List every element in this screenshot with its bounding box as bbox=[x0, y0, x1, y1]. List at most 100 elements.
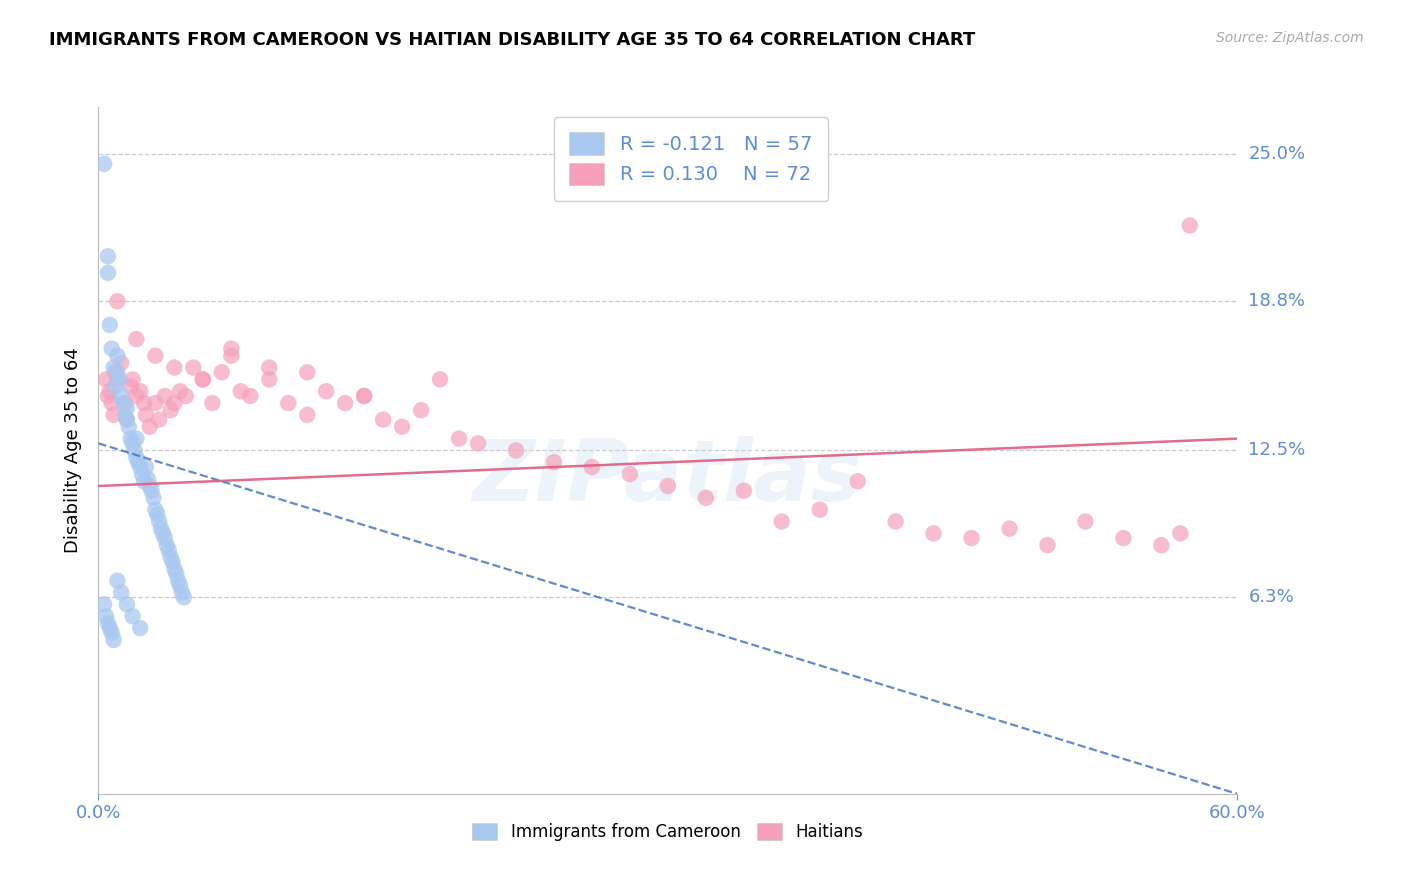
Point bbox=[657, 479, 679, 493]
Point bbox=[183, 360, 205, 375]
Point bbox=[138, 419, 160, 434]
Point bbox=[145, 396, 167, 410]
Point bbox=[211, 365, 233, 379]
Point bbox=[141, 483, 163, 498]
Text: 18.8%: 18.8% bbox=[1249, 293, 1305, 310]
Y-axis label: Disability Age 35 to 64: Disability Age 35 to 64 bbox=[63, 348, 82, 553]
Point bbox=[93, 157, 115, 171]
Point bbox=[259, 360, 281, 375]
Point bbox=[112, 396, 135, 410]
Point bbox=[221, 349, 243, 363]
Point bbox=[167, 574, 190, 588]
Point bbox=[100, 396, 122, 410]
Point bbox=[163, 396, 186, 410]
Point bbox=[922, 526, 945, 541]
Point bbox=[114, 408, 136, 422]
Point bbox=[132, 396, 155, 410]
Point bbox=[138, 479, 160, 493]
Point bbox=[163, 562, 186, 576]
Point bbox=[110, 356, 132, 370]
Point bbox=[131, 467, 153, 482]
Point bbox=[97, 389, 120, 403]
Point bbox=[165, 566, 187, 581]
Point bbox=[1150, 538, 1173, 552]
Point bbox=[170, 585, 193, 599]
Point bbox=[129, 621, 152, 635]
Point bbox=[148, 412, 170, 426]
Point bbox=[107, 294, 129, 309]
Point bbox=[135, 408, 157, 422]
Point bbox=[121, 436, 143, 450]
Point bbox=[136, 472, 159, 486]
Point bbox=[115, 412, 138, 426]
Point bbox=[162, 555, 184, 569]
Point bbox=[118, 419, 141, 434]
Point bbox=[135, 460, 157, 475]
Point bbox=[124, 443, 146, 458]
Point bbox=[114, 396, 136, 410]
Point bbox=[145, 502, 167, 516]
Point bbox=[104, 365, 127, 379]
Point bbox=[733, 483, 755, 498]
Point bbox=[335, 396, 357, 410]
Point bbox=[581, 460, 603, 475]
Point bbox=[411, 403, 433, 417]
Point bbox=[120, 432, 142, 446]
Point bbox=[505, 443, 527, 458]
Point bbox=[103, 360, 125, 375]
Point bbox=[998, 522, 1021, 536]
Point bbox=[315, 384, 337, 399]
Point bbox=[163, 360, 186, 375]
Point bbox=[127, 455, 149, 469]
Point bbox=[97, 616, 120, 631]
Point bbox=[191, 372, 214, 386]
Point bbox=[98, 318, 121, 332]
Point bbox=[169, 384, 191, 399]
Point bbox=[229, 384, 252, 399]
Point bbox=[150, 522, 173, 536]
Point bbox=[808, 502, 831, 516]
Text: ZIPatlas: ZIPatlas bbox=[472, 436, 863, 519]
Point bbox=[98, 384, 121, 399]
Point bbox=[120, 379, 142, 393]
Point bbox=[125, 332, 148, 346]
Point bbox=[100, 342, 122, 356]
Point bbox=[884, 515, 907, 529]
Point bbox=[846, 475, 869, 489]
Point bbox=[121, 609, 143, 624]
Point bbox=[391, 419, 413, 434]
Point bbox=[371, 412, 394, 426]
Point bbox=[191, 372, 214, 386]
Point bbox=[1074, 515, 1097, 529]
Point bbox=[107, 365, 129, 379]
Point bbox=[173, 591, 195, 605]
Point bbox=[107, 372, 129, 386]
Point bbox=[277, 396, 299, 410]
Point bbox=[110, 389, 132, 403]
Point bbox=[100, 625, 122, 640]
Point bbox=[1036, 538, 1059, 552]
Point bbox=[107, 574, 129, 588]
Text: 6.3%: 6.3% bbox=[1249, 589, 1294, 607]
Point bbox=[148, 515, 170, 529]
Point bbox=[156, 538, 179, 552]
Point bbox=[770, 515, 793, 529]
Point bbox=[297, 365, 319, 379]
Point bbox=[97, 249, 120, 263]
Point bbox=[353, 389, 375, 403]
Point bbox=[1112, 531, 1135, 545]
Point bbox=[146, 508, 169, 522]
Point bbox=[107, 349, 129, 363]
Point bbox=[125, 389, 148, 403]
Point bbox=[145, 349, 167, 363]
Legend: Immigrants from Cameroon, Haitians: Immigrants from Cameroon, Haitians bbox=[458, 809, 877, 855]
Point bbox=[153, 389, 176, 403]
Point bbox=[619, 467, 641, 482]
Point bbox=[695, 491, 717, 505]
Point bbox=[97, 266, 120, 280]
Text: 25.0%: 25.0% bbox=[1249, 145, 1306, 163]
Point bbox=[159, 549, 181, 564]
Point bbox=[125, 450, 148, 465]
Point bbox=[159, 403, 181, 417]
Point bbox=[960, 531, 983, 545]
